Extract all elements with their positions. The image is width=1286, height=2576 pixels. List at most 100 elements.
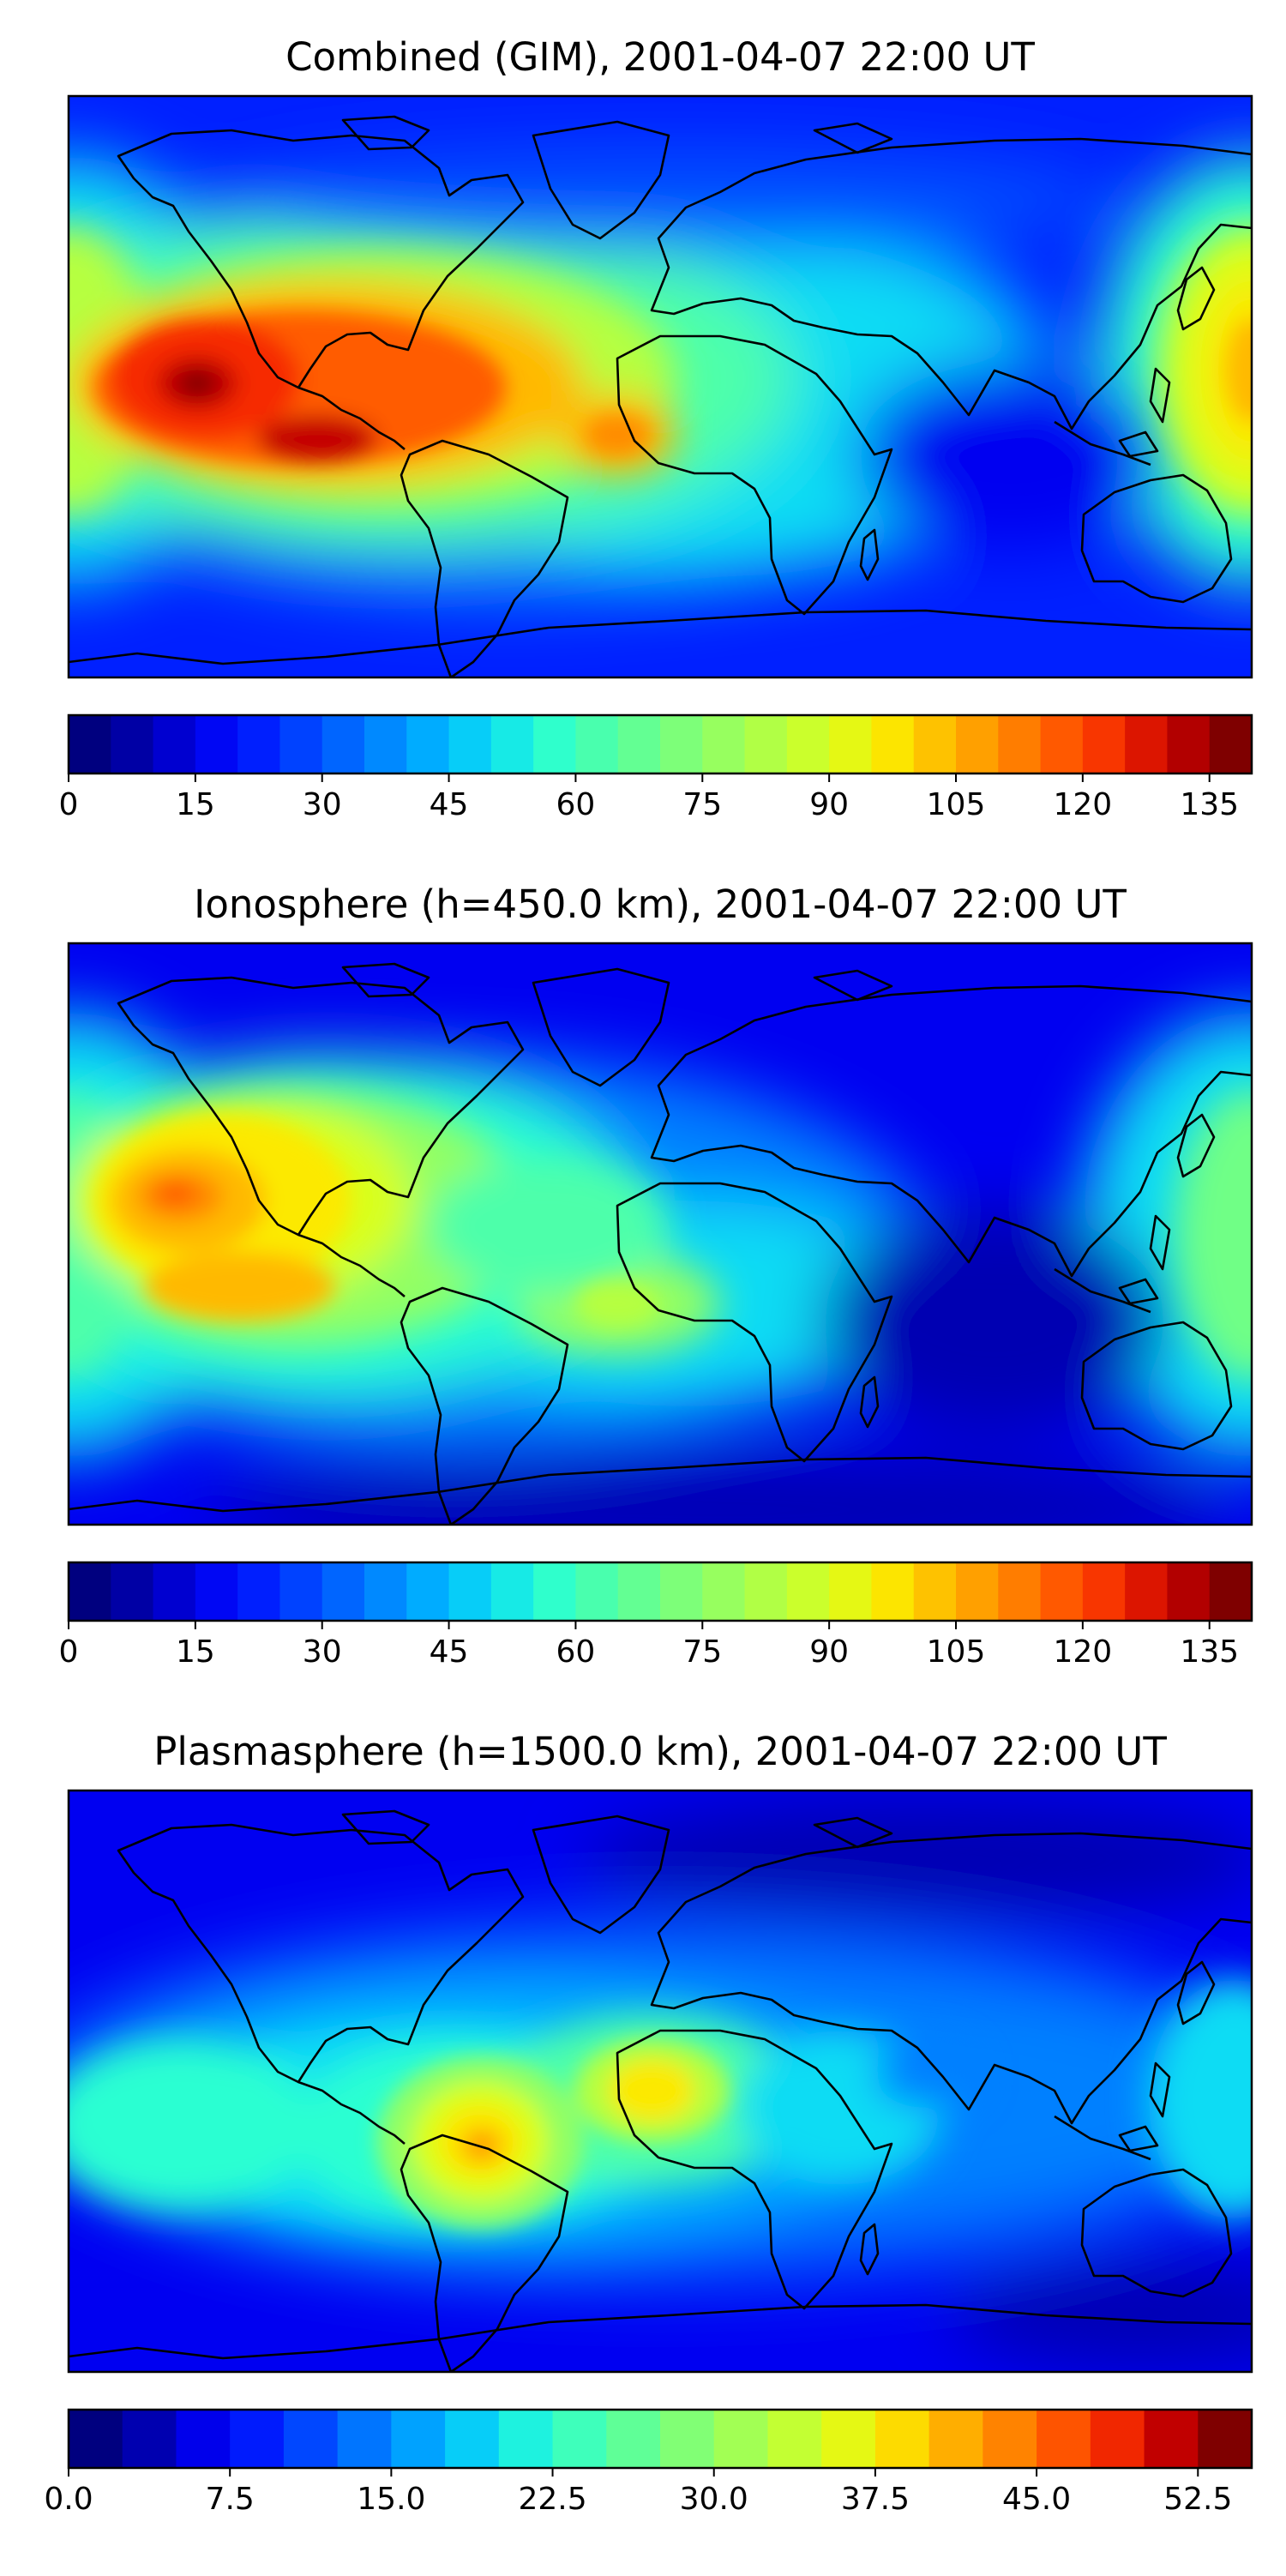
colorbar-tick-label: 7.5	[206, 2482, 255, 2517]
colorbar-tick-label: 135	[1180, 1634, 1239, 1670]
colorbar-combined: 0 15 30 45 60 75 90 105 120 135	[59, 713, 1253, 822]
colorbar-level	[1198, 2410, 1253, 2468]
colorbar-level	[237, 1562, 281, 1621]
colorbar-level	[111, 1562, 154, 1621]
colorbar-ionosphere: 0 15 30 45 60 75 90 105 120 135	[59, 1561, 1253, 1670]
colorbar-level	[829, 715, 873, 773]
colorbar-tick-label: 60	[556, 1634, 596, 1670]
colorbar-level	[956, 715, 999, 773]
colorbar-level	[786, 1562, 830, 1621]
colorbar-level	[498, 2410, 554, 2468]
colorbar-level	[230, 2410, 285, 2468]
colorbar-level	[1167, 1562, 1211, 1621]
panel-ionosphere: Ionosphere (h=450.0 km), 2001-04-07 22:0…	[59, 882, 1253, 1670]
colorbar-level	[322, 715, 365, 773]
colorbar-level	[364, 715, 407, 773]
colorbar-level	[195, 1562, 238, 1621]
colorbar-level	[69, 2410, 123, 2468]
colorbar-tick-label: 45	[430, 1634, 469, 1670]
colorbar-tick-label: 120	[1053, 1634, 1112, 1670]
colorbar-level	[279, 1562, 323, 1621]
colorbar-level	[871, 1562, 915, 1621]
map-ionosphere	[69, 943, 1252, 1525]
colorbar-level	[1209, 715, 1253, 773]
colorbar-tick-label: 15	[176, 787, 215, 822]
colorbar-tick-label: 37.5	[841, 2482, 910, 2517]
colorbar-level	[660, 2410, 715, 2468]
colorbar-tick-label: 105	[927, 787, 986, 822]
colorbar-level	[744, 1562, 788, 1621]
colorbar-frame	[67, 1561, 1253, 1622]
colorbar-tick-label: 0	[59, 1634, 79, 1670]
colorbar-level	[702, 1562, 746, 1621]
colorbar-level	[998, 715, 1042, 773]
colorbar-tick-label: 0.0	[44, 2482, 93, 2517]
colorbar-tick-label: 90	[809, 1634, 849, 1670]
colorbar-level	[406, 1562, 450, 1621]
colorbar-level	[1082, 1562, 1126, 1621]
colorbar-level	[195, 715, 238, 773]
colorbar-level	[829, 1562, 873, 1621]
colorbar-level	[176, 2410, 231, 2468]
colorbar-level	[1037, 2410, 1091, 2468]
map-frame	[67, 1789, 1253, 2374]
colorbar-level	[153, 715, 196, 773]
colorbar-level	[122, 2410, 177, 2468]
colorbar-tick-label: 45	[430, 787, 469, 822]
colorbar-tick-label: 22.5	[518, 2482, 586, 2517]
colorbar-level	[998, 1562, 1042, 1621]
colorbar-level	[490, 1562, 534, 1621]
colorbar-level	[821, 2410, 876, 2468]
colorbar-level	[283, 2410, 339, 2468]
colorbar-level	[1040, 1562, 1084, 1621]
map-frame	[67, 942, 1253, 1526]
colorbar-level	[871, 715, 915, 773]
colorbar-tick-label: 0	[59, 787, 79, 822]
colorbar-level	[237, 715, 281, 773]
colorbar-plasmasphere: 0.0 7.5 15.0 22.5 30.0 37.5 45.0 52.5	[44, 2408, 1253, 2517]
colorbar-level	[448, 1562, 492, 1621]
colorbar-level	[279, 715, 323, 773]
colorbar-level	[533, 1562, 577, 1621]
colorbar-level	[1144, 2410, 1199, 2468]
colorbar-tick-label: 75	[682, 787, 722, 822]
colorbar-level	[445, 2410, 500, 2468]
colorbar-tick-label: 120	[1053, 787, 1112, 822]
colorbar-level	[767, 2410, 822, 2468]
colorbar-tick-label: 90	[809, 787, 849, 822]
colorbar-level	[69, 715, 111, 773]
colorbar-level	[617, 1562, 661, 1621]
colorbar-frame	[67, 2408, 1253, 2470]
colorbar-level	[448, 715, 492, 773]
colorbar-level	[606, 2410, 661, 2468]
colorbar-level	[575, 1562, 619, 1621]
colorbar-tick-label: 30	[303, 787, 342, 822]
colorbar-level	[1209, 1562, 1253, 1621]
colorbar-tick-label: 45.0	[1002, 2482, 1071, 2517]
colorbar-tick-label: 30	[303, 1634, 342, 1670]
panel-combined: Combined (GIM), 2001-04-07 22:00 UT	[59, 34, 1253, 822]
colorbar-level	[552, 2410, 607, 2468]
map-plasmasphere	[69, 1791, 1252, 2372]
colorbar-level	[153, 1562, 196, 1621]
colorbar-frame	[67, 713, 1253, 775]
colorbar-level	[533, 715, 577, 773]
colorbar-tick-label: 60	[556, 787, 596, 822]
colorbar-level	[391, 2410, 446, 2468]
panel-1-title: Combined (GIM), 2001-04-07 22:00 UT	[285, 34, 1035, 80]
colorbar-level	[928, 2410, 983, 2468]
colorbar-level	[69, 1562, 111, 1621]
colorbar-tick-label: 135	[1180, 787, 1239, 822]
map-combined	[69, 96, 1252, 677]
colorbar-level	[575, 715, 619, 773]
panel-3-title: Plasmasphere (h=1500.0 km), 2001-04-07 2…	[153, 1729, 1167, 1774]
colorbar-level	[874, 2410, 930, 2468]
map-frame	[67, 94, 1253, 679]
panel-2-title: Ionosphere (h=450.0 km), 2001-04-07 22:0…	[194, 882, 1127, 927]
colorbar-level	[660, 715, 703, 773]
colorbar-level	[337, 2410, 392, 2468]
colorbar-level	[111, 715, 154, 773]
colorbar-level	[1040, 715, 1084, 773]
